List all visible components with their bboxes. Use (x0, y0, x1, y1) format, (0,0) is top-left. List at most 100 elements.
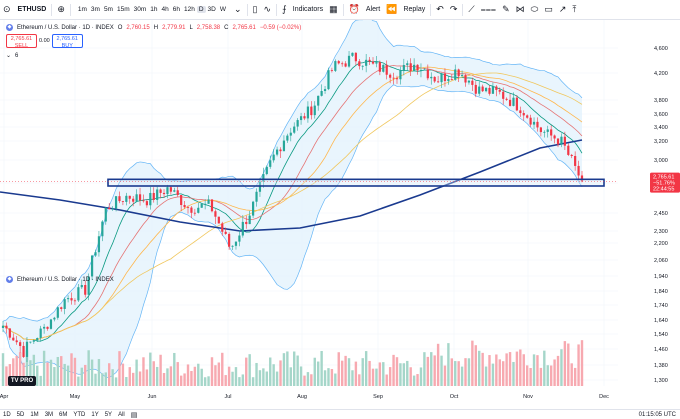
volume-bar (529, 367, 532, 386)
candles-icon[interactable]: ▯ (252, 4, 258, 14)
calendar-icon[interactable]: ▤ (130, 411, 138, 419)
candle-body (423, 69, 426, 71)
candle-body (395, 78, 399, 80)
candle-body (80, 285, 83, 288)
volume-bar (375, 368, 378, 386)
candle-body (454, 69, 457, 80)
volume-bar (70, 353, 73, 386)
interval-d[interactable]: D (196, 6, 206, 13)
candle-body (1, 325, 5, 328)
interval-3d[interactable]: 3D (207, 6, 216, 13)
candle-body (375, 62, 378, 64)
range-6m[interactable]: 6M (59, 411, 68, 418)
replay-button[interactable]: Replay (403, 6, 426, 13)
volume-bar (340, 360, 344, 386)
range-5d[interactable]: 5D (16, 411, 25, 418)
interval-30m[interactable]: 30m (133, 6, 147, 13)
range-ytd[interactable]: YTD (73, 411, 86, 418)
volume-bar (334, 373, 337, 386)
interval-1h[interactable]: 1h (150, 6, 158, 13)
volume-bar (388, 367, 392, 386)
interval-15m[interactable]: 15m (116, 6, 130, 13)
tradingview-logo[interactable]: TV PRO (8, 376, 36, 386)
volume-bar (135, 359, 138, 386)
ma-10-line (2, 61, 583, 342)
replay-icon[interactable]: ⏪ (386, 4, 398, 14)
volume-bar (176, 362, 179, 386)
candle-body (77, 287, 80, 301)
candle-body (152, 192, 155, 200)
support-zone-rect (107, 178, 605, 187)
time-tick-label: Aug (297, 394, 307, 400)
measure-tool-icon[interactable]: ⤒ (572, 4, 577, 14)
interval-4h[interactable]: 4h (161, 6, 169, 13)
volume-bar (474, 345, 477, 386)
candle-body (577, 165, 580, 176)
line-chart-icon[interactable]: ∿ (263, 4, 272, 14)
price-chart[interactable]: 4,6004,2003,8003,6003,4003,2003,0002,750… (0, 20, 680, 410)
rectangle-tool-icon[interactable]: ▭ (544, 4, 553, 14)
range-all[interactable]: All (118, 411, 125, 418)
ethereum-logo-icon: ◆ (6, 24, 13, 31)
indicator-row[interactable]: ⌄ 6 (6, 52, 18, 60)
candle-body (563, 136, 566, 146)
range-1d[interactable]: 1D (3, 411, 11, 418)
indicators-button[interactable]: Indicators (292, 6, 324, 13)
sell-button[interactable]: 2,765.61 SELL (6, 34, 37, 49)
high-value: 2,779.91 (162, 24, 186, 31)
price-tick-label: 1,540 (654, 332, 668, 338)
candle-body (210, 199, 214, 212)
volume-bar (63, 363, 66, 386)
interval-w[interactable]: W (219, 6, 226, 13)
range-1y[interactable]: 1Y (91, 411, 99, 418)
candle-body (389, 74, 392, 78)
alert-button[interactable]: Alert (365, 6, 381, 13)
arrow-tool-icon[interactable]: ↗ (558, 4, 567, 14)
interval-3m[interactable]: 3m (90, 6, 100, 13)
layouts-icon[interactable]: ▦ (329, 4, 338, 14)
interval-1m[interactable]: 1m (77, 6, 87, 13)
chevron-down-icon[interactable]: ⌄ (234, 4, 242, 14)
interval-5m[interactable]: 5m (103, 6, 113, 13)
volume-bar (567, 343, 570, 386)
brush-tool-icon[interactable]: ✎ (502, 4, 510, 14)
candle-body (66, 298, 70, 300)
range-5y[interactable]: 5Y (104, 411, 113, 418)
volume-bar (104, 372, 107, 386)
range-1m[interactable]: 1M (30, 411, 39, 418)
volume-bar (344, 355, 347, 386)
candle-body (539, 127, 542, 133)
symbol-name[interactable]: ETHUSD (17, 6, 47, 13)
volume-bar (248, 354, 251, 386)
secondary-legend: ◆ Ethereum / U.S. Dollar · 1D · INDEX (6, 276, 114, 283)
candle-body (39, 328, 42, 338)
candle-body (204, 203, 207, 205)
candle-body (265, 166, 268, 175)
ellipse-tool-icon[interactable]: ⬭ (530, 4, 539, 14)
alert-icon[interactable]: ⏰ (348, 4, 360, 14)
candle-body (221, 223, 224, 232)
indicators-icon[interactable]: ⨍ (282, 4, 287, 14)
symbol-search-icon[interactable]: ⊙ (3, 4, 11, 14)
candle-body (481, 86, 484, 92)
volume-bar (80, 367, 83, 386)
interval-6h[interactable]: 6h (172, 6, 180, 13)
legend-title[interactable]: Ethereum / U.S. Dollar · 1D · INDEX (17, 24, 114, 31)
candle-body (224, 231, 227, 234)
volume-bar (32, 354, 36, 386)
utc-clock[interactable]: 01:15:05 UTC (638, 412, 676, 418)
buy-button[interactable]: 2,765.61 BUY (51, 34, 83, 49)
fib-tool-icon[interactable]: ⩶ (480, 4, 497, 14)
undo-icon[interactable]: ↶ (436, 4, 444, 14)
redo-icon[interactable]: ↷ (449, 4, 458, 14)
interval-12h[interactable]: 12h (183, 6, 195, 13)
add-symbol-icon[interactable]: ⊕ (57, 4, 65, 14)
trendline-tool-icon[interactable]: ⟋ (468, 4, 475, 14)
pattern-tool-icon[interactable]: ⋈ (515, 4, 525, 14)
volume-bar (330, 369, 334, 386)
collapse-chevron-icon[interactable]: ⌄ (6, 53, 12, 59)
candle-body (46, 326, 49, 329)
range-3m[interactable]: 3M (44, 411, 54, 418)
range-selector: 1D 5D 1M 3M 6M YTD 1Y 5Y All (0, 412, 128, 418)
candle-body (347, 55, 351, 67)
